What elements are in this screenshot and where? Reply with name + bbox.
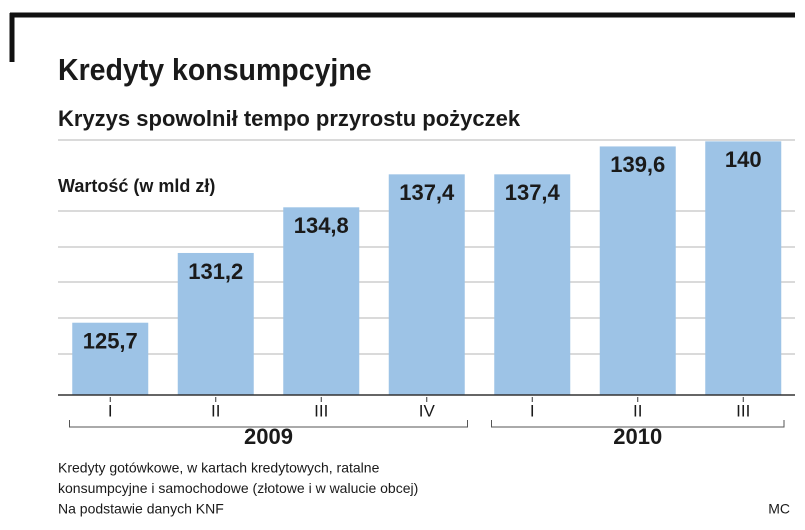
group-bracket: [491, 420, 785, 428]
value-label: 139,6: [610, 152, 665, 177]
x-tick-label: I: [530, 401, 535, 420]
label-bg: [56, 172, 286, 202]
chart-subtitle: Kryzys spowolnił tempo przyrostu pożycze…: [58, 106, 521, 131]
bar: [283, 207, 360, 395]
group-bracket: [69, 420, 468, 428]
group-label: 2009: [244, 424, 293, 449]
note: konsumpcyjne i samochodowe (złotowe i w …: [58, 480, 418, 496]
x-tick-label: III: [314, 401, 328, 420]
x-tick-label: II: [211, 401, 220, 420]
x-tick-label: II: [633, 401, 642, 420]
bar: [705, 141, 782, 395]
value-label: 140: [725, 147, 762, 172]
chart-title: Kredyty konsumpcyjne: [58, 53, 372, 87]
value-label: 125,7: [83, 329, 138, 354]
bar: [388, 174, 465, 395]
note: Na podstawie danych KNF: [58, 501, 224, 517]
value-label: 131,2: [188, 259, 243, 284]
value-label: 137,4: [399, 180, 455, 205]
bar: [177, 252, 254, 395]
bar: [72, 322, 149, 395]
value-label: 134,8: [294, 213, 349, 238]
value-label: 137,4: [505, 180, 561, 205]
x-tick-label: I: [108, 401, 113, 420]
source: MC: [768, 501, 790, 517]
note: Kredyty gotówkowe, w kartach kredytowych…: [58, 460, 380, 476]
y-axis-label: Wartość (w mld zł): [58, 176, 215, 196]
bar: [599, 146, 676, 395]
group-label: 2010: [613, 424, 662, 449]
bar: [494, 174, 571, 395]
x-tick-label: III: [736, 401, 750, 420]
x-tick-label: IV: [419, 401, 436, 420]
